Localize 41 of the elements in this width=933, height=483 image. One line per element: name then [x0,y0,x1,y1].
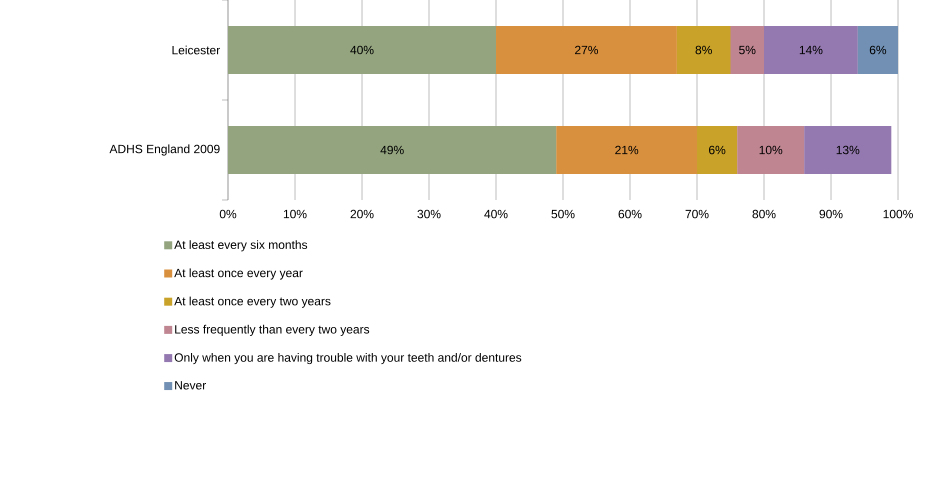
data-label: 49% [380,146,404,154]
bar [764,26,858,74]
x-tick-label: 70% [686,210,709,218]
legend-label: At least once every year [174,268,303,280]
data-label: 40% [350,46,374,54]
data-label: 21% [615,146,638,154]
bar [496,26,677,74]
x-tick-label: 10% [284,210,307,218]
legend-label: Only when you are having trouble with your teeth and/or dentures [174,352,522,364]
data-label: 5% [739,46,756,54]
legend-label: Never [175,381,206,390]
data-label: 27% [575,46,598,54]
x-tick-label: 40% [484,210,508,218]
legend-label: At least once every two years [174,296,330,308]
x-tick-label: 80% [752,210,776,218]
bar [730,26,764,74]
x-tick-label: 20% [350,210,374,218]
bar [697,126,738,174]
bar [556,126,698,174]
x-tick-label: 50% [551,210,575,218]
data-label: 10% [760,146,782,154]
bar [737,126,804,174]
x-tick-label: 90% [820,210,843,218]
data-label: 6% [709,146,726,154]
y-tick-label: ADHS England 2009 [109,144,220,156]
bar [676,26,731,74]
data-label: 14% [800,46,822,54]
data-label: 13% [836,146,860,154]
bar [228,126,556,174]
data-label: 6% [870,46,886,54]
legend-label: At least every six months [174,240,308,252]
bar [228,26,496,74]
x-tick-label: 30% [417,210,441,218]
x-tick-label: 100% [884,210,913,218]
y-tick-label: Leicester [172,46,220,54]
x-tick-label: 0% [220,210,236,218]
legend-label: Less frequently than every two years [175,324,370,336]
data-label: 8% [696,46,712,54]
bar [804,126,892,174]
bar [858,26,898,74]
x-tick-label: 60% [618,210,642,218]
